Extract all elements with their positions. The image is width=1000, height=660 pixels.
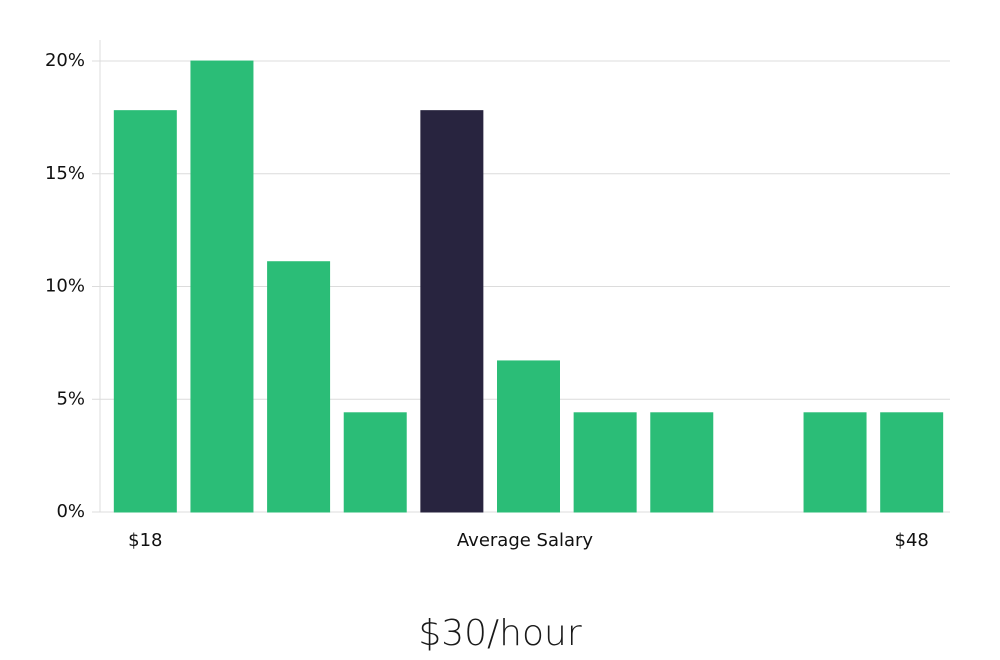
bar	[803, 412, 867, 513]
bar	[343, 412, 407, 513]
x-tick-label: $48	[895, 530, 929, 551]
y-tick-label: 20%	[45, 50, 85, 71]
bar	[497, 360, 560, 513]
bar	[267, 261, 331, 513]
bar	[420, 110, 484, 513]
x-tick-label: $18	[128, 530, 162, 551]
y-tick-label: 15%	[45, 163, 85, 184]
x-axis-label: Average Salary	[457, 530, 594, 551]
y-tick-label: 0%	[56, 501, 85, 522]
bar	[573, 412, 637, 513]
y-tick-label: 10%	[45, 276, 85, 297]
bar	[880, 412, 944, 513]
bar	[190, 60, 254, 513]
bar	[113, 110, 177, 513]
bar	[650, 412, 714, 513]
y-tick-label: 5%	[56, 388, 85, 409]
chart-title: $30/hour	[418, 613, 582, 654]
